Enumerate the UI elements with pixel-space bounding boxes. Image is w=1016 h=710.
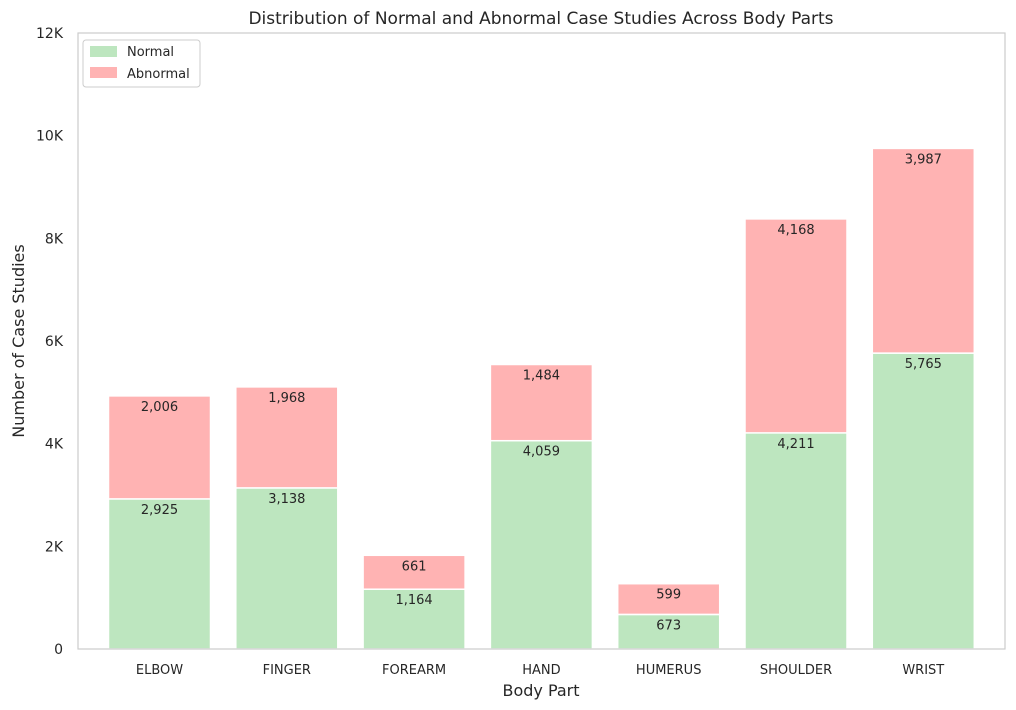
y-tick-label: 6K: [45, 334, 64, 350]
x-tick-label-hand: HAND: [522, 663, 560, 678]
y-tick-label: 10K: [36, 129, 64, 145]
x-tick-label-wrist: WRIST: [902, 663, 944, 678]
bar-forearm-abnormal: [362, 554, 466, 590]
x-axis-ticks: ELBOW FINGER FOREARM HAND HUMERUS SHOULDER WRI…: [136, 663, 944, 678]
bar-elbow-abnormal: [107, 395, 212, 500]
bars-layer: [107, 147, 976, 650]
data-label-hand-normal: 4,059: [523, 445, 560, 460]
data-label-wrist-abnormal: 3,987: [905, 152, 942, 167]
data-label-humerus-normal: 673: [656, 619, 681, 634]
legend-label-normal: Normal: [127, 45, 174, 60]
data-label-forearm-normal: 1,164: [395, 593, 432, 608]
bar-shoulder-normal: [744, 432, 848, 650]
data-label-shoulder-abnormal: 4,168: [777, 223, 814, 238]
legend-label-abnormal: Abnormal: [127, 67, 190, 82]
y-tick-label: 2K: [45, 539, 64, 555]
x-tick-label-forearm: FOREARM: [382, 663, 446, 678]
y-tick-label: 12K: [36, 26, 64, 42]
data-label-elbow-normal: 2,925: [141, 503, 178, 518]
legend-swatch-abnormal: [90, 67, 117, 78]
plot-frame: [77, 32, 1006, 650]
data-label-forearm-abnormal: 661: [402, 559, 427, 574]
data-label-elbow-abnormal: 2,006: [141, 400, 178, 415]
chart-title: Distribution of Normal and Abnormal Case…: [248, 9, 833, 29]
data-label-finger-normal: 3,138: [268, 492, 305, 507]
data-label-wrist-normal: 5,765: [905, 357, 942, 372]
x-tick-label-finger: FINGER: [263, 663, 311, 678]
bar-labels-layer: 2,925 2,006 3,138 1,968 1,164 661 4,059 1,484 67…: [141, 152, 942, 633]
bar-humerus-abnormal: [616, 582, 721, 616]
x-tick-label-humerus: HUMERUS: [636, 663, 702, 678]
data-label-humerus-abnormal: 599: [656, 588, 681, 603]
bar-hand-normal: [489, 439, 594, 650]
bar-shoulder-abnormal: [744, 218, 848, 434]
data-label-shoulder-normal: 4,211: [777, 437, 814, 452]
y-tick-label: 4K: [45, 437, 64, 453]
y-tick-label: 0: [54, 642, 63, 658]
data-label-finger-abnormal: 1,968: [268, 391, 305, 406]
bar-elbow-normal: [107, 498, 212, 650]
y-axis-ticks: 0 2K 4K 6K 8K 10K 12K: [36, 26, 64, 658]
bar-hand-abnormal: [489, 363, 594, 442]
bar-finger-abnormal: [235, 386, 339, 489]
y-tick-label: 8K: [45, 231, 64, 247]
bar-wrist-abnormal: [871, 147, 976, 354]
x-tick-label-elbow: ELBOW: [136, 663, 183, 678]
legend: Normal Abnormal: [82, 39, 201, 88]
data-label-hand-abnormal: 1,484: [523, 369, 560, 384]
legend-swatch-normal: [90, 46, 117, 57]
bar-humerus-normal: [616, 613, 721, 650]
x-tick-label-shoulder: SHOULDER: [760, 663, 832, 678]
bar-finger-normal: [235, 487, 339, 650]
bar-wrist-normal: [871, 352, 976, 650]
y-axis-label: Number of Case Studies: [9, 244, 28, 437]
x-axis-label: Body Part: [502, 681, 579, 700]
